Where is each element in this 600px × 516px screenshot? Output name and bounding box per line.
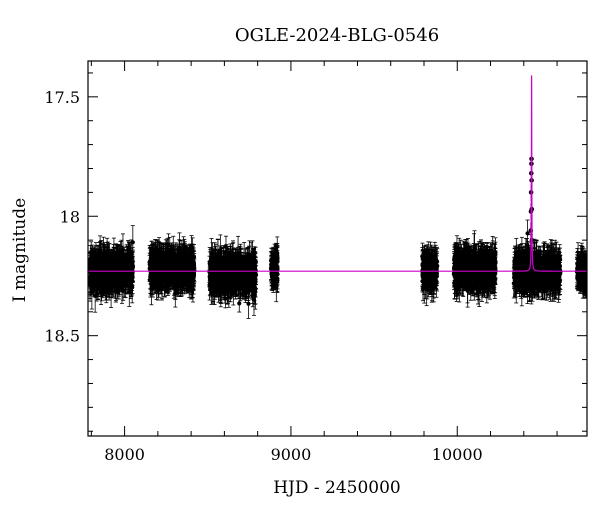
data-point <box>166 281 170 285</box>
data-point <box>192 263 196 267</box>
x-axis-label: HJD - 2450000 <box>273 478 401 498</box>
data-point <box>165 277 169 281</box>
chart-title: OGLE-2024-BLG-0546 <box>235 25 439 46</box>
data-point <box>96 276 100 280</box>
data-point <box>188 263 192 267</box>
data-point <box>112 281 116 285</box>
data-point <box>96 263 100 267</box>
data-point <box>99 270 103 274</box>
data-point <box>130 274 134 278</box>
data-point <box>148 266 152 270</box>
data-point <box>121 264 125 268</box>
data-point <box>116 277 120 281</box>
data-point <box>158 277 162 281</box>
data-point <box>151 255 155 259</box>
data-point <box>180 280 184 284</box>
data-point <box>169 258 173 262</box>
y-axis-label: I magnitude <box>10 198 30 302</box>
data-point <box>188 278 192 282</box>
data-point <box>188 256 192 260</box>
